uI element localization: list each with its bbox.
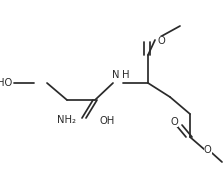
Text: O: O [170,117,178,127]
Text: NH₂: NH₂ [58,115,76,125]
Text: H: H [122,70,130,80]
Text: OH: OH [100,116,115,126]
Text: N: N [112,70,120,80]
Text: O: O [204,145,212,155]
Text: O: O [158,36,166,46]
Text: HO: HO [0,78,12,88]
